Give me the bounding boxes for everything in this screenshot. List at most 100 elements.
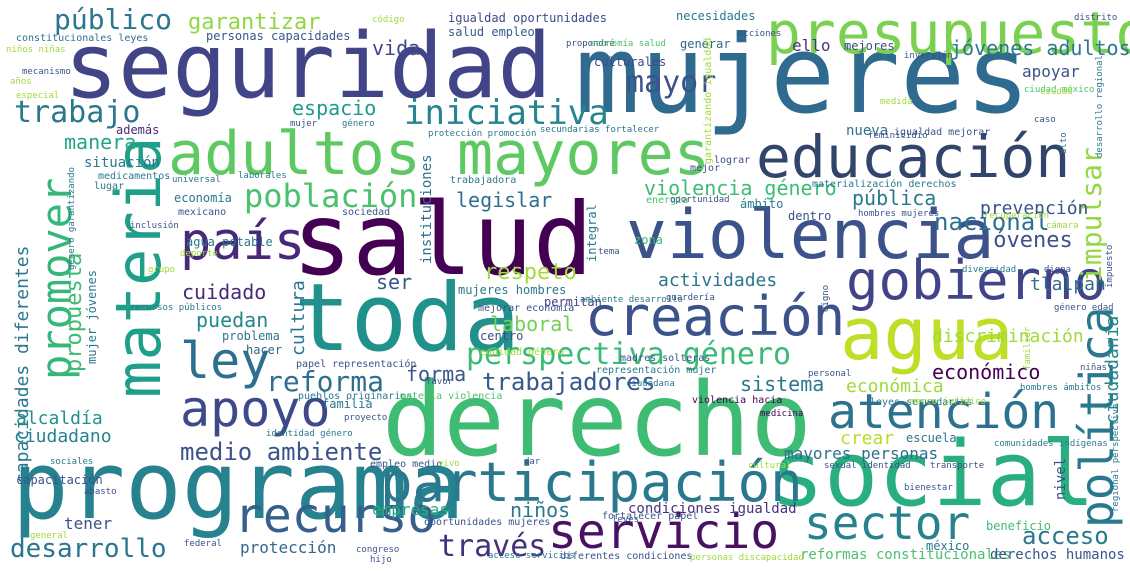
word: digna xyxy=(1044,265,1072,275)
word: nacional xyxy=(934,208,1050,236)
word: legislar xyxy=(456,188,553,212)
word: social xyxy=(770,422,1096,527)
word: vivo xyxy=(438,459,460,469)
word: condiciones igualdad xyxy=(628,501,797,517)
word: acciones xyxy=(738,29,782,39)
word: pueblos originarios xyxy=(298,391,413,402)
word: ley xyxy=(180,332,271,390)
word: universal xyxy=(172,175,221,185)
word: situación xyxy=(84,155,160,171)
word: digno xyxy=(821,284,831,312)
word: mejor xyxy=(690,163,721,174)
word: manera xyxy=(64,130,137,154)
word: constitucionales leyes xyxy=(16,33,149,44)
word: inclusión xyxy=(130,221,179,231)
word: transporte xyxy=(930,461,985,471)
word: prevención xyxy=(980,198,1089,219)
word: diferentes condiciones xyxy=(560,551,693,562)
word: participación xyxy=(380,451,803,514)
word: medicina xyxy=(760,409,804,419)
word: proyecto xyxy=(344,413,388,423)
word: sexual identidad xyxy=(824,461,911,471)
word: ciudad xyxy=(1040,87,1073,97)
word: identidad género xyxy=(266,429,353,439)
word: apoyo xyxy=(180,380,331,438)
word: mayor xyxy=(626,65,717,100)
word: nueva xyxy=(846,123,889,139)
word: familia xyxy=(322,397,373,411)
word: dentro xyxy=(788,209,832,223)
word: inversión xyxy=(904,51,953,61)
word: trabajadores xyxy=(482,368,656,396)
word: creación xyxy=(585,285,846,348)
word: salud empleo xyxy=(448,25,535,39)
word: propuesta xyxy=(62,252,87,372)
word: público xyxy=(54,3,173,36)
word: feminicidio xyxy=(868,131,928,141)
word: garantizar xyxy=(188,10,321,35)
word: recuperación xyxy=(984,211,1050,221)
word: hombres ámbitos xyxy=(1020,383,1102,393)
word: culturales xyxy=(594,55,667,69)
word: medicamentos xyxy=(98,171,171,182)
word: respeto xyxy=(484,260,577,285)
word: nivel xyxy=(1053,457,1069,500)
word: mecanismo xyxy=(22,67,71,77)
word: ciudad méxico xyxy=(1024,85,1095,95)
word: iniciativa xyxy=(404,93,609,133)
word: acceso servicios xyxy=(488,551,575,561)
word: empresas xyxy=(372,500,450,519)
word: puedan xyxy=(196,308,269,332)
word: papel representación xyxy=(296,359,417,370)
word: igualdad mejorar xyxy=(894,127,991,138)
word: abasto xyxy=(84,487,117,497)
word: generar xyxy=(680,37,731,51)
word: zona xyxy=(634,233,663,247)
word: escuela xyxy=(906,431,957,445)
word: código xyxy=(372,15,405,25)
word: hombres mujeres xyxy=(858,209,940,219)
word: través xyxy=(438,529,547,564)
word: empleo medio xyxy=(370,459,443,470)
word: apoyar xyxy=(1022,62,1080,81)
word: programa xyxy=(12,432,465,541)
word: mejorar economía xyxy=(478,303,575,314)
word: violencia género xyxy=(644,176,837,200)
word: medida xyxy=(880,97,913,107)
word: vida xyxy=(372,36,421,60)
word: presupuesto xyxy=(766,0,1130,67)
word: marco jurídico xyxy=(910,397,986,407)
word: desarrollo regional xyxy=(1095,55,1105,158)
word: recursos públicos xyxy=(130,303,223,313)
word: sistema xyxy=(740,372,825,396)
word: desarrollo xyxy=(10,534,167,564)
word: salud xyxy=(292,181,594,298)
word: agua potable xyxy=(186,235,273,249)
word: cámara xyxy=(1046,221,1079,231)
word: alto xyxy=(1059,132,1069,154)
word: ambiente desarrollo xyxy=(580,295,683,305)
word: ciudadana xyxy=(626,379,675,389)
word: laborales xyxy=(238,171,287,181)
word: dar xyxy=(524,457,541,467)
word: ello xyxy=(792,36,831,55)
word: derechos humanos xyxy=(990,547,1125,563)
word: pública xyxy=(852,186,937,210)
word: cultura xyxy=(288,280,309,356)
word: fortalecer papel xyxy=(602,511,699,522)
word: niños xyxy=(510,498,571,522)
word: alcaldía xyxy=(16,408,103,429)
word: cuidado xyxy=(182,280,267,304)
word: diversidad xyxy=(962,265,1017,275)
word: familiar xyxy=(1023,326,1033,370)
word: leyes secundarias xyxy=(870,397,973,408)
word: tlalpan xyxy=(1030,274,1106,295)
word: género edad xyxy=(1054,303,1114,313)
word: mujeres hombres xyxy=(458,283,567,297)
word: impuesto xyxy=(1105,244,1115,288)
word: tema xyxy=(598,247,620,257)
word: mayores personas xyxy=(784,444,939,463)
word: congreso xyxy=(356,545,400,555)
word: protección xyxy=(240,538,337,557)
